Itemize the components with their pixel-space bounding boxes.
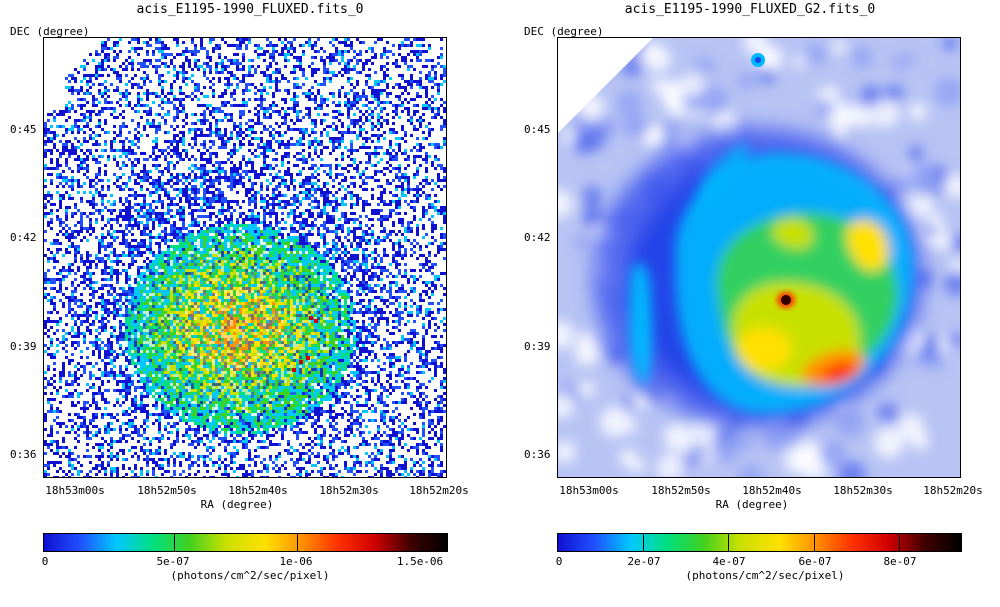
right-y-tick: 0:45	[524, 123, 551, 136]
left-colorbar-label: 1.5e-06	[396, 555, 444, 568]
left-colorbar-label: 5e-07	[156, 555, 190, 568]
right-y-tick: 0:36	[524, 448, 551, 461]
right-colorbar-tick	[899, 534, 900, 551]
right-colorbar-tick	[814, 534, 815, 551]
right-colorbar-label: 2e-07	[627, 555, 661, 568]
point-source[interactable]	[781, 295, 791, 305]
left-emission-pixels	[125, 224, 356, 434]
right-dec-axis-label: DEC (degree)	[524, 25, 604, 38]
left-sky-image[interactable]	[43, 37, 447, 478]
left-x-tick: 18h52m40s	[228, 484, 288, 497]
right-panel: acis_E1195-1990_FLUXED_G2.fits_0 DEC (de…	[500, 0, 1000, 607]
left-x-tick: 18h52m50s	[137, 484, 197, 497]
left-image-title: acis_E1195-1990_FLUXED.fits_0	[136, 2, 364, 17]
left-colorbar-tick	[297, 534, 298, 551]
left-y-tick: 0:36	[10, 448, 37, 461]
right-colorbar-unit: (photons/cm^2/sec/pixel)	[685, 569, 845, 582]
left-y-tick: 0:39	[10, 340, 37, 353]
left-dec-axis-label: DEC (degree)	[10, 25, 90, 38]
right-y-tick: 0:39	[524, 340, 551, 353]
right-colorbar-tick	[728, 534, 729, 551]
left-x-tick: 18h52m20s	[409, 484, 469, 497]
left-x-tick: 18h53m00s	[45, 484, 105, 497]
left-colorbar-label: 0	[41, 555, 49, 568]
left-ra-axis-label: RA (degree)	[200, 498, 274, 511]
right-colorbar-label: 4e-07	[712, 555, 746, 568]
left-colorbar-unit: (photons/cm^2/sec/pixel)	[170, 569, 330, 582]
right-image-title: acis_E1195-1990_FLUXED_G2.fits_0	[624, 2, 876, 17]
left-panel: acis_E1195-1990_FLUXED.fits_0 DEC (degre…	[10, 2, 469, 582]
right-x-tick: 18h52m40s	[742, 484, 802, 497]
left-y-tick: 0:42	[10, 231, 37, 244]
left-y-tick: 0:45	[10, 123, 37, 136]
left-colorbar-label: 1e-06	[279, 555, 313, 568]
right-x-tick: 18h53m00s	[559, 484, 619, 497]
right-y-tick: 0:42	[524, 231, 551, 244]
right-colorbar	[557, 533, 962, 552]
left-colorbar	[43, 533, 448, 552]
right-colorbar-tick	[643, 534, 644, 551]
right-x-tick: 18h52m50s	[651, 484, 711, 497]
right-x-tick: 18h52m20s	[923, 484, 983, 497]
right-colorbar-label: 0	[555, 555, 563, 568]
right-colorbar-label: 6e-07	[798, 555, 832, 568]
left-x-tick: 18h52m30s	[319, 484, 379, 497]
left-colorbar-tick	[421, 534, 422, 551]
right-ra-axis-label: RA (degree)	[715, 498, 789, 511]
right-x-tick: 18h52m30s	[833, 484, 893, 497]
right-smoothed-image[interactable]	[557, 37, 961, 478]
left-colorbar-tick	[174, 534, 175, 551]
right-colorbar-label: 8e-07	[883, 555, 917, 568]
